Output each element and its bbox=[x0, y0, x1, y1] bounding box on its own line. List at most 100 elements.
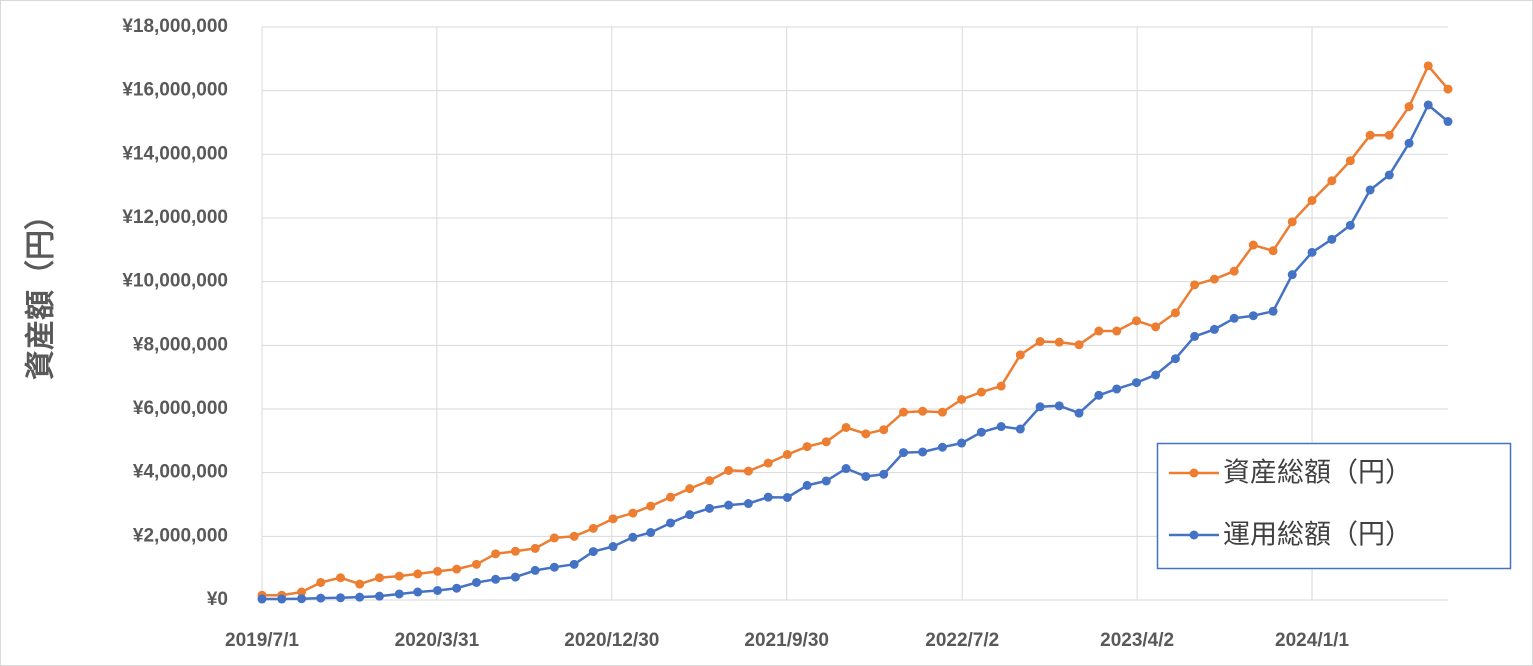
legend-swatch-dot bbox=[1189, 530, 1199, 540]
data-point bbox=[1384, 130, 1394, 140]
data-point bbox=[608, 514, 618, 524]
data-point bbox=[704, 503, 714, 513]
data-point bbox=[1131, 378, 1141, 388]
data-point bbox=[413, 587, 423, 597]
data-point bbox=[1443, 84, 1453, 94]
data-point bbox=[841, 464, 851, 474]
data-point bbox=[1170, 308, 1180, 318]
data-point bbox=[743, 499, 753, 509]
data-point bbox=[724, 500, 734, 510]
data-point bbox=[413, 569, 423, 579]
data-point bbox=[1112, 384, 1122, 394]
y-tick-label: ¥6,000,000 bbox=[133, 398, 228, 419]
data-point bbox=[1345, 220, 1355, 230]
data-point bbox=[1327, 234, 1337, 244]
data-point bbox=[646, 528, 656, 538]
data-point bbox=[297, 587, 307, 597]
data-point bbox=[1131, 316, 1141, 326]
data-point bbox=[861, 429, 871, 439]
data-point bbox=[1035, 402, 1045, 412]
x-tick-label: 2021/9/30 bbox=[744, 630, 829, 651]
data-point bbox=[1248, 311, 1258, 321]
data-point bbox=[666, 518, 676, 528]
data-point bbox=[802, 442, 812, 452]
data-point bbox=[1074, 340, 1084, 350]
data-point bbox=[355, 579, 365, 589]
data-point bbox=[1327, 176, 1337, 186]
data-point bbox=[569, 531, 579, 541]
data-point bbox=[1443, 117, 1453, 127]
data-point bbox=[763, 492, 773, 502]
data-point bbox=[433, 566, 443, 576]
data-point bbox=[355, 592, 365, 602]
data-point bbox=[1151, 322, 1161, 332]
data-point bbox=[704, 476, 714, 486]
data-point bbox=[724, 465, 734, 475]
data-point bbox=[1229, 266, 1239, 276]
data-point bbox=[743, 466, 753, 476]
data-point bbox=[1035, 337, 1045, 347]
y-tick-label: ¥14,000,000 bbox=[122, 143, 228, 164]
x-tick-label: 2019/7/1 bbox=[225, 630, 299, 651]
x-tick-label: 2020/3/31 bbox=[395, 630, 480, 651]
data-point bbox=[782, 492, 792, 502]
data-point bbox=[996, 422, 1006, 432]
data-point bbox=[1170, 354, 1180, 364]
data-point bbox=[802, 480, 812, 490]
data-point bbox=[1423, 100, 1433, 110]
data-point bbox=[471, 577, 481, 587]
y-tick-label: ¥12,000,000 bbox=[122, 207, 228, 228]
x-tick-label: 2022/7/2 bbox=[925, 630, 999, 651]
data-point bbox=[1190, 280, 1200, 290]
x-tick-label: 2024/1/1 bbox=[1275, 630, 1349, 651]
data-point bbox=[1209, 324, 1219, 334]
data-point bbox=[1190, 331, 1200, 341]
data-point bbox=[1015, 350, 1025, 360]
y-tick-label: ¥16,000,000 bbox=[122, 80, 228, 101]
data-point bbox=[1365, 185, 1375, 195]
y-tick-label: ¥18,000,000 bbox=[122, 16, 228, 37]
data-point bbox=[608, 542, 618, 552]
data-point bbox=[1094, 390, 1104, 400]
data-point bbox=[628, 508, 638, 518]
data-point bbox=[1054, 337, 1064, 347]
data-point bbox=[685, 484, 695, 494]
data-point bbox=[1112, 326, 1122, 336]
data-point bbox=[763, 458, 773, 468]
data-point bbox=[1365, 130, 1375, 140]
data-point bbox=[452, 564, 462, 574]
data-point bbox=[374, 573, 384, 583]
data-point bbox=[899, 407, 909, 417]
data-point bbox=[1287, 217, 1297, 227]
data-point bbox=[1229, 313, 1239, 323]
data-point bbox=[976, 387, 986, 397]
data-point bbox=[297, 594, 307, 604]
data-point bbox=[549, 533, 559, 543]
data-point bbox=[821, 437, 831, 447]
data-point bbox=[1307, 247, 1317, 257]
y-axis-label: 資産額（円） bbox=[24, 200, 59, 380]
data-point bbox=[861, 471, 871, 481]
data-point bbox=[588, 547, 598, 557]
data-point bbox=[257, 594, 267, 604]
data-point bbox=[1268, 306, 1278, 316]
data-point bbox=[1268, 246, 1278, 256]
data-point bbox=[1015, 424, 1025, 434]
legend: 資産総額（円） 運用総額（円） bbox=[1156, 442, 1512, 570]
data-point bbox=[957, 438, 967, 448]
data-point bbox=[957, 394, 967, 404]
data-point bbox=[549, 562, 559, 572]
data-point bbox=[1074, 408, 1084, 418]
data-point bbox=[1248, 240, 1258, 250]
data-point bbox=[374, 591, 384, 601]
data-point bbox=[841, 422, 851, 432]
data-point bbox=[510, 546, 520, 556]
data-point bbox=[471, 559, 481, 569]
data-point bbox=[491, 574, 501, 584]
data-point bbox=[996, 381, 1006, 391]
data-point bbox=[569, 559, 579, 569]
data-point bbox=[918, 406, 928, 416]
data-point bbox=[510, 572, 520, 582]
legend-label: 運用総額（円） bbox=[1223, 520, 1412, 551]
